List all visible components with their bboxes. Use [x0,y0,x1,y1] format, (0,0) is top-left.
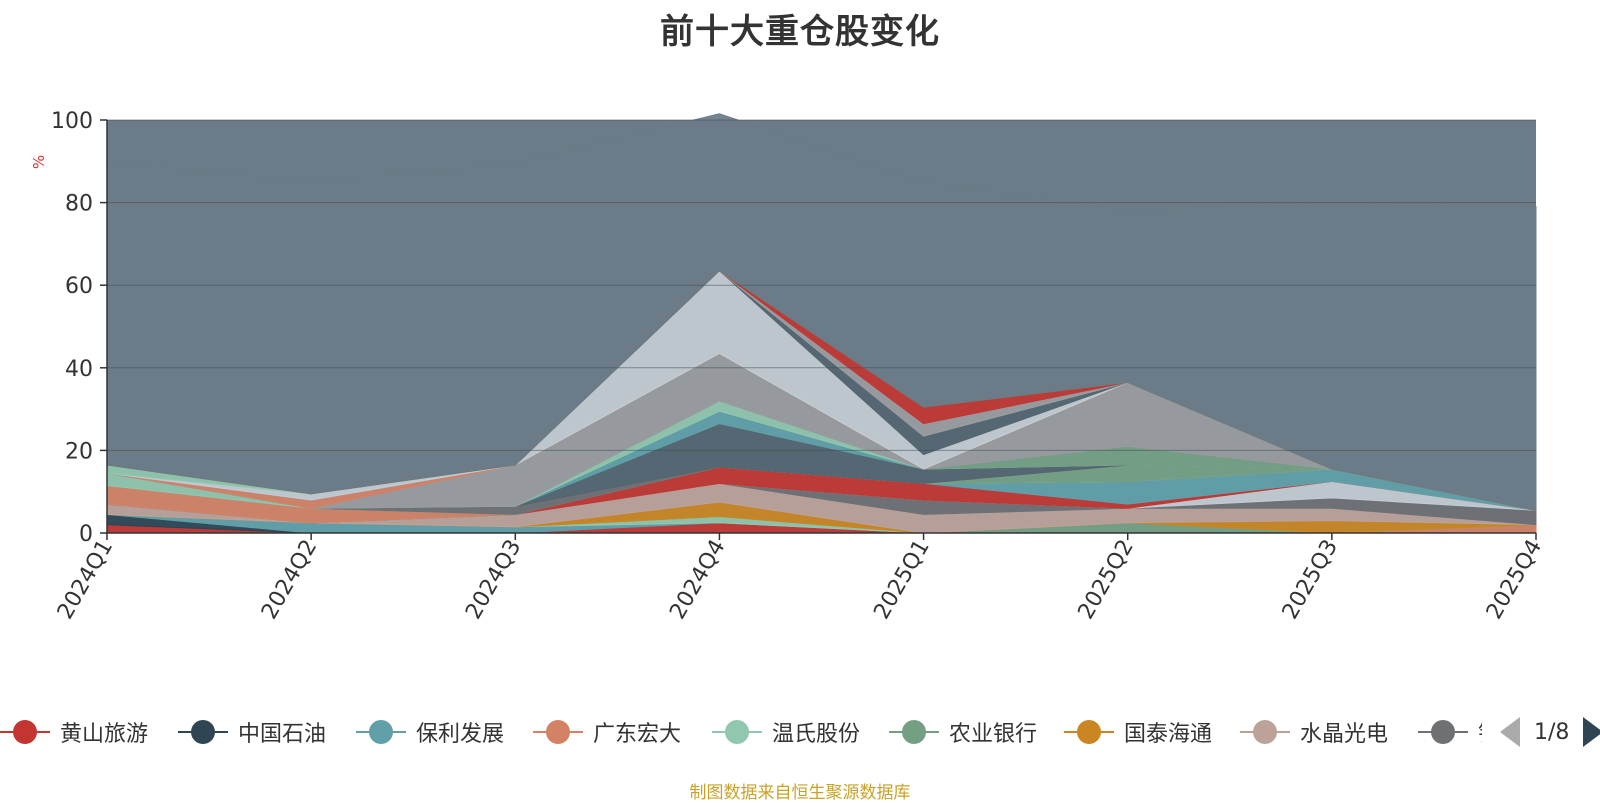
legend-label: 广东宏大 [593,722,682,747]
y-tick-label: 80 [65,192,93,217]
legend-item[interactable]: 保利发展 [356,712,504,752]
legend-label: 农业银行 [949,722,1038,747]
legend-pager: 1/8 [1500,716,1600,748]
chart-title: 前十大重仓股变化 [660,12,940,52]
y-tick-label: 0 [79,522,93,547]
x-tick-label: 2024Q2 [257,536,322,624]
legend-item[interactable]: 黄山旅游 [0,712,148,752]
legend-item[interactable]: 广东宏大 [533,712,681,752]
legend-label: 中国石油 [238,722,327,747]
legend-swatch-icon [533,718,583,746]
y-tick-label: 40 [65,357,93,382]
legend-item[interactable]: 国泰海通 [1064,712,1212,752]
y-tick-label: 60 [65,274,93,299]
x-tick-label: 2025Q2 [1074,536,1139,624]
source-note: 制图数据来自恒生聚源数据库 [689,783,911,803]
x-tick-label: 2025Q3 [1278,536,1343,624]
legend-swatch-icon [178,718,228,746]
legend-label: 黄山旅游 [60,722,149,747]
x-tick-label: 2024Q3 [461,536,526,624]
legend-item[interactable]: 锂 [1418,712,1482,752]
legend-item[interactable]: 温氏股份 [712,712,860,752]
legend-item[interactable]: 农业银行 [889,712,1037,752]
legend-label: 保利发展 [416,722,505,747]
y-tick-label: 100 [51,109,93,134]
legend-page-indicator: 1/8 [1534,719,1570,745]
legend: 黄山旅游 中国石油 保利发展 广东宏大 温氏股份 农业银行 国泰海通 水晶光电 锂 [0,712,1482,752]
legend-label: 水晶光电 [1300,722,1389,747]
area-series-33[interactable] [106,113,1537,511]
legend-prev-arrow-icon[interactable] [1500,717,1520,747]
area-series-group [106,113,1537,534]
legend-item[interactable]: 中国石油 [178,712,326,752]
x-tick-label: 2024Q4 [665,536,730,624]
y-tick-label: 20 [65,439,93,464]
legend-label: 国泰海通 [1124,722,1213,747]
legend-swatch-icon [0,718,50,746]
x-tick-label: 2025Q4 [1482,536,1547,624]
legend-swatch-icon [356,718,406,746]
x-tick-label: 2025Q1 [869,536,934,624]
x-tick-label: 2024Q1 [53,536,118,624]
legend-swatch-icon [889,718,939,746]
legend-swatch-icon [1240,718,1290,746]
legend-swatch-icon [1418,718,1468,746]
legend-next-arrow-icon[interactable] [1583,717,1600,747]
legend-swatch-icon [1064,718,1114,746]
gridlines [107,119,1536,451]
legend-label: 温氏股份 [772,722,861,747]
legend-item[interactable]: 水晶光电 [1240,712,1388,752]
legend-swatch-icon [712,718,762,746]
y-axis-label: % [30,155,48,169]
legend-label: 锂 [1478,716,1482,748]
